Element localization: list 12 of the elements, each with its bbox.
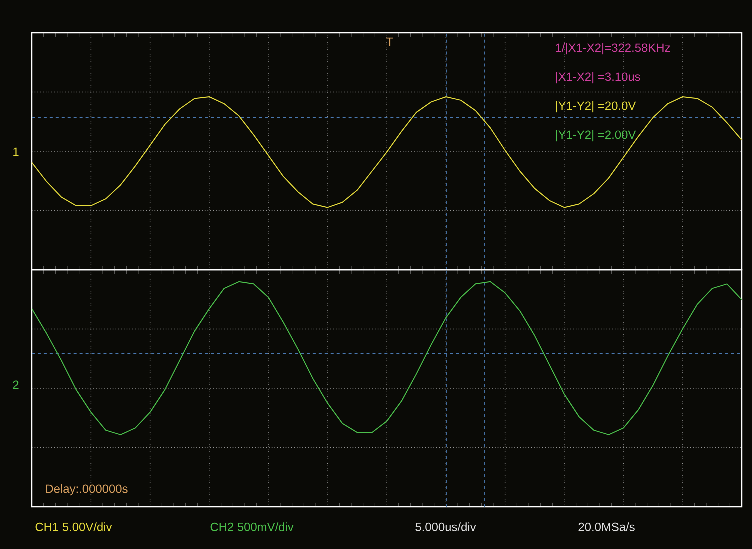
text: CH1 5.00V/div <box>36 522 112 532</box>
text: CH2 500mV/div <box>210 522 294 532</box>
text: 20.0MSa/s <box>578 522 635 532</box>
text: 1 <box>14 148 19 156</box>
annotation: Delay:.000000s <box>46 484 128 496</box>
annotation: |Y1-Y2| =20.0V <box>556 101 636 113</box>
text: 2 <box>13 380 19 390</box>
text: 5.000us/div <box>416 522 476 532</box>
annotation: |Y1-Y2| =2.00V <box>556 130 636 142</box>
text: T <box>386 38 394 46</box>
text: |X1-X2| =3.10us <box>556 72 640 84</box>
text: 1/|X1-X2|=322.58KHz <box>556 43 670 55</box>
